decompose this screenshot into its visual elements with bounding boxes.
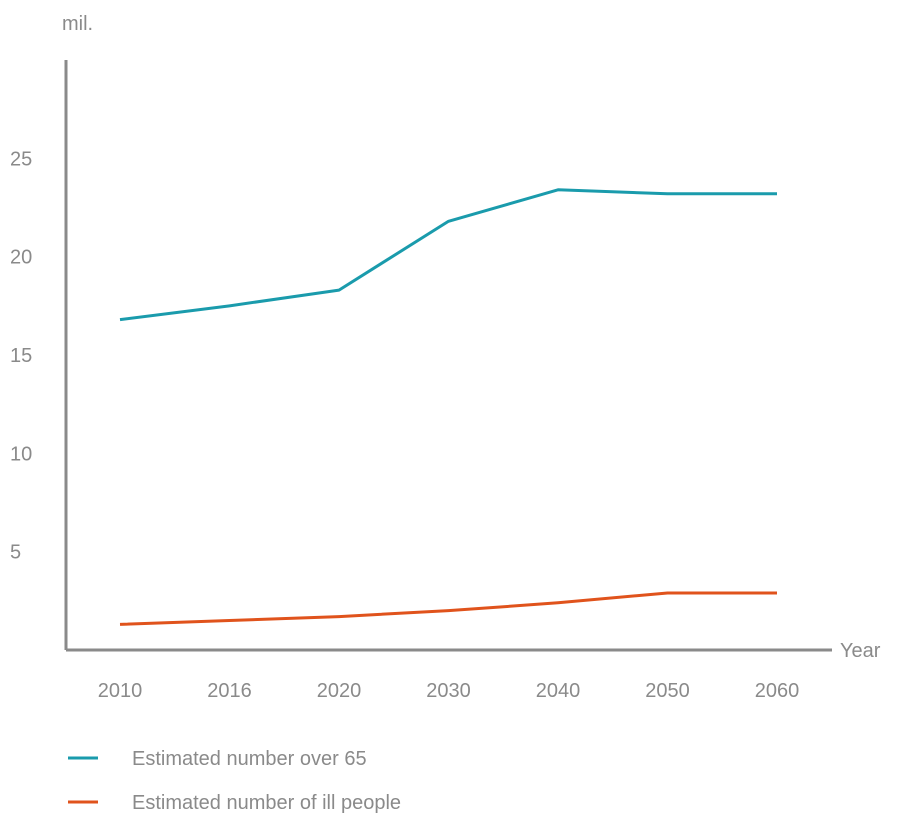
x-tick-label: 2060 xyxy=(755,680,800,702)
y-tick-label: 15 xyxy=(10,345,32,367)
series-line xyxy=(119,591,777,626)
legend: Estimated number over 65 Estimated number… xyxy=(68,748,401,814)
x-tick-labels: 2010 2016 2020 2030 2040 2050 2060 xyxy=(98,680,800,702)
legend-label: Estimated number over 65 xyxy=(132,748,367,770)
series-lines xyxy=(119,188,777,626)
x-axis-label: Year xyxy=(840,640,881,662)
legend-label: Estimated number of ill people xyxy=(132,792,401,814)
y-axis-label: mil. xyxy=(62,13,93,35)
y-tick-label: 20 xyxy=(10,247,32,269)
x-tick-label: 2040 xyxy=(536,680,581,702)
y-tick-label: 5 xyxy=(10,542,21,564)
y-tick-label: 10 xyxy=(10,443,32,465)
series-line xyxy=(119,188,777,322)
y-tick-label: 25 xyxy=(10,148,32,170)
x-tick-label: 2010 xyxy=(98,680,143,702)
x-tick-label: 2050 xyxy=(645,680,690,702)
x-tick-label: 2020 xyxy=(317,680,362,702)
y-tick-labels: 5 10 15 20 25 xyxy=(10,148,32,563)
x-tick-label: 2030 xyxy=(426,680,471,702)
x-tick-label: 2016 xyxy=(207,680,252,702)
